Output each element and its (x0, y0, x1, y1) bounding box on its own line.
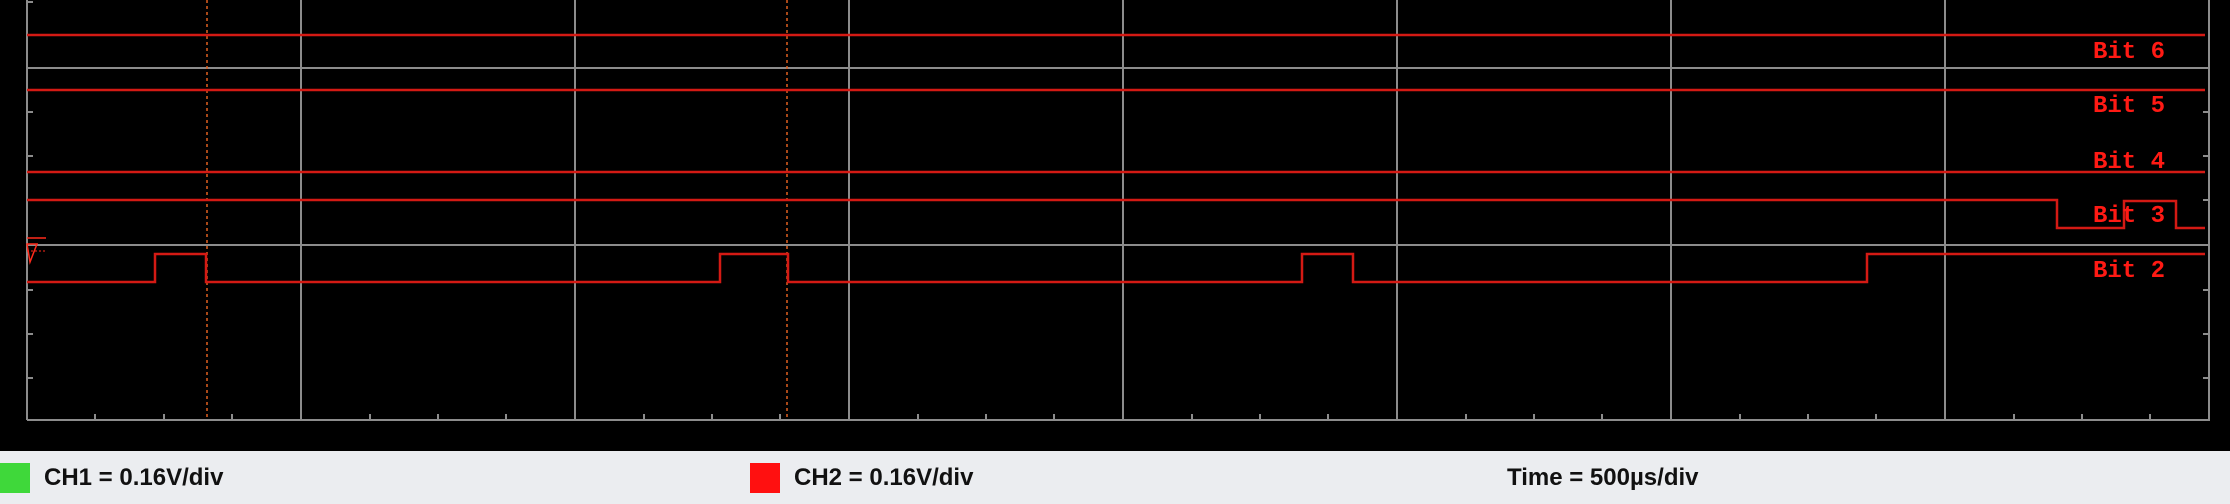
trace-label-bit2: Bit 2 (2093, 258, 2165, 285)
trace-label-bit6: Bit 6 (2093, 39, 2165, 66)
ch2-color-swatch (750, 462, 780, 493)
oscilloscope-display[interactable]: Bit 6 Bit 5 Bit 4 Bit 3 Bit 2 (0, 0, 2230, 451)
trace-label-bit5: Bit 5 (2093, 93, 2165, 120)
grid (26, 0, 2210, 421)
trace-bit2 (27, 252, 2205, 284)
trace-bit3 (27, 198, 2205, 230)
time-status: Time = 500µs/div (1507, 451, 1699, 504)
ch2-status: CH2 = 0.16V/div (750, 451, 973, 504)
ch1-scale-text: CH1 = 0.16V/div (44, 463, 224, 491)
trace-label-bit4: Bit 4 (2093, 149, 2165, 176)
trigger-marker-icon[interactable] (26, 237, 46, 265)
scope-plot: Bit 6 Bit 5 Bit 4 Bit 3 Bit 2 (26, 0, 2210, 421)
time-scale-text: Time = 500µs/div (1507, 463, 1699, 491)
status-bar: CH1 = 0.16V/div CH2 = 0.16V/div Time = 5… (0, 451, 2230, 504)
ch2-scale-text: CH2 = 0.16V/div (794, 463, 974, 491)
ch1-color-swatch (0, 462, 30, 493)
cursor-lines[interactable] (206, 0, 788, 420)
plot-area (27, 0, 2210, 420)
trace-label-bit3: Bit 3 (2093, 203, 2165, 230)
ch1-status: CH1 = 0.16V/div (0, 451, 223, 504)
